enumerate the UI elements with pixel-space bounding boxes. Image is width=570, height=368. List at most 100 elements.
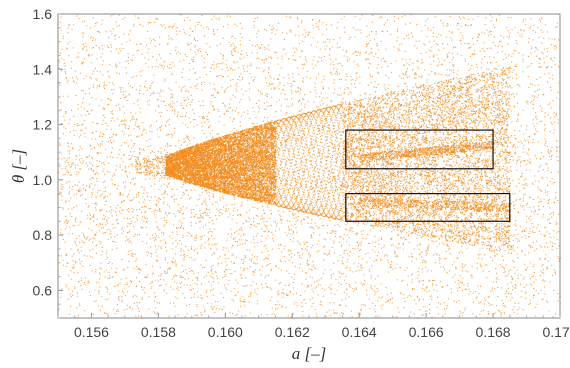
data-point (253, 239, 254, 240)
data-point (384, 112, 385, 113)
data-point (195, 283, 196, 284)
data-point (211, 266, 212, 267)
data-point (427, 90, 428, 91)
data-point (391, 293, 392, 294)
data-point (451, 33, 452, 34)
data-point (159, 44, 160, 45)
data-point (238, 292, 239, 293)
data-point (519, 183, 520, 184)
data-point (519, 199, 520, 200)
data-point (167, 215, 168, 216)
data-point (251, 77, 252, 78)
data-point (518, 85, 519, 86)
data-point (538, 206, 539, 207)
data-point (531, 63, 532, 64)
data-point (61, 288, 62, 289)
data-point (387, 66, 388, 67)
data-point (234, 45, 235, 46)
data-point (134, 119, 135, 120)
data-point (183, 60, 184, 61)
data-point (199, 48, 200, 49)
data-point (204, 200, 205, 201)
data-point (557, 293, 558, 294)
data-point (177, 189, 178, 190)
data-point (196, 54, 197, 55)
data-point (513, 245, 514, 246)
data-point (365, 195, 366, 196)
data-point (149, 200, 150, 201)
data-point (237, 209, 238, 210)
data-point (477, 263, 478, 264)
data-point (77, 249, 78, 250)
data-point (255, 207, 256, 208)
data-point (302, 306, 303, 307)
data-point (65, 228, 66, 229)
data-point (62, 184, 63, 185)
data-point (160, 148, 161, 149)
data-point (525, 19, 526, 20)
data-point (277, 138, 278, 139)
data-point (423, 284, 424, 285)
data-point (486, 245, 487, 246)
data-point (144, 217, 145, 218)
data-point (341, 312, 342, 313)
data-point (140, 24, 141, 25)
data-point (513, 240, 514, 241)
data-point (504, 134, 505, 135)
data-point (551, 156, 552, 157)
data-point (534, 134, 535, 135)
data-point (452, 186, 453, 187)
data-point (164, 80, 165, 81)
data-point (286, 106, 287, 107)
data-point (462, 225, 463, 226)
data-point (88, 169, 89, 170)
data-point (546, 268, 547, 269)
data-point (343, 98, 344, 99)
data-point (135, 113, 136, 114)
data-point (335, 148, 336, 149)
data-point (484, 298, 485, 299)
data-point (231, 54, 232, 55)
data-point (172, 189, 173, 190)
data-point (381, 60, 382, 61)
data-point (326, 45, 327, 46)
data-point (64, 69, 65, 70)
data-point (506, 276, 507, 277)
data-point (99, 48, 100, 49)
data-point (546, 301, 547, 302)
data-point (187, 255, 188, 256)
data-point (544, 246, 545, 247)
data-point (157, 260, 158, 261)
data-point (59, 255, 60, 256)
data-point (123, 155, 124, 156)
data-point (492, 289, 493, 290)
data-point (249, 97, 250, 98)
data-point (209, 222, 210, 223)
data-point (285, 150, 286, 151)
data-point (325, 269, 326, 270)
data-point (302, 137, 303, 138)
data-point (537, 97, 538, 98)
data-point (327, 136, 328, 137)
data-point (529, 136, 530, 137)
data-point (264, 62, 265, 63)
data-point (535, 32, 536, 33)
data-point (87, 237, 88, 238)
data-point (383, 141, 384, 142)
data-point (446, 161, 447, 162)
data-point (180, 116, 181, 117)
data-point (379, 196, 380, 197)
data-point (121, 296, 122, 297)
data-point (106, 211, 107, 212)
data-point (445, 74, 446, 75)
data-point (427, 82, 428, 83)
data-point (126, 125, 127, 126)
data-point (510, 166, 511, 167)
data-point (274, 78, 275, 79)
data-point (372, 106, 373, 107)
data-point (479, 249, 480, 250)
data-point (444, 269, 445, 270)
data-point (90, 295, 91, 296)
data-point (520, 226, 521, 227)
data-point (385, 120, 386, 121)
